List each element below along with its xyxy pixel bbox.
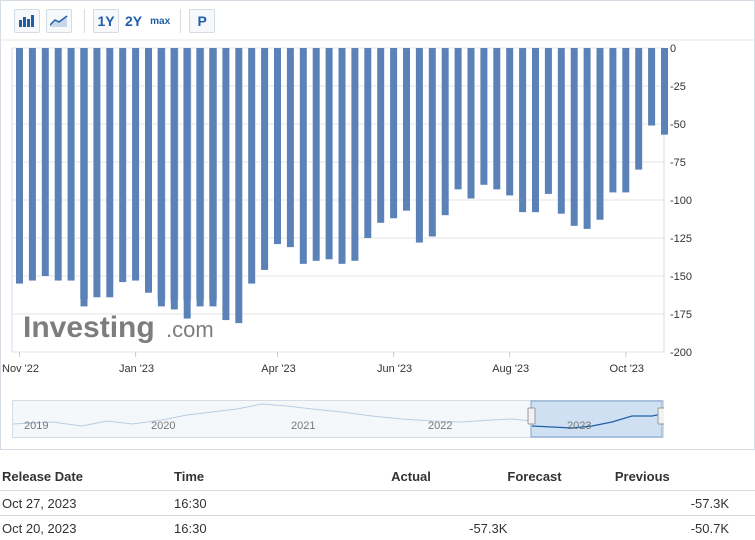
bar[interactable] — [132, 48, 139, 281]
bar[interactable] — [519, 48, 526, 212]
bar[interactable] — [81, 48, 88, 306]
bar[interactable] — [93, 48, 100, 297]
header-actual[interactable]: Actual — [391, 462, 507, 491]
row-date: Oct 20, 2023 — [0, 516, 174, 540]
table-row: Oct 20, 2023 16:30 -57.3K -50.7K — [0, 516, 755, 540]
y-tick-label: -25 — [670, 81, 686, 93]
bar[interactable] — [480, 48, 487, 185]
header-forecast[interactable]: Forecast — [507, 462, 614, 491]
bar[interactable] — [622, 48, 629, 192]
row-previous: -50.7K — [615, 516, 755, 540]
bar[interactable] — [287, 48, 294, 247]
row-time: 16:30 — [174, 516, 391, 540]
y-tick-label: -75 — [670, 157, 686, 169]
y-tick-label: -175 — [670, 309, 692, 321]
bar[interactable] — [403, 48, 410, 211]
navigator-year-label: 2022 — [428, 420, 452, 432]
table-row: Oct 27, 2023 16:30 -57.3K — [0, 491, 755, 516]
bar[interactable] — [558, 48, 565, 214]
bar[interactable] — [119, 48, 126, 282]
x-tick-label: Nov '22 — [2, 363, 39, 375]
x-tick-label: Jun '23 — [377, 363, 412, 375]
x-tick-label: Oct '23 — [610, 363, 645, 375]
bar-chart: 0 -25 -50 -75 -100 -125 -150 -175 -200 Nov '22 Ja… — [0, 0, 755, 450]
bar[interactable] — [468, 48, 475, 198]
navigator-year-label: 2019 — [24, 420, 48, 432]
bar[interactable] — [68, 48, 75, 281]
bar[interactable] — [416, 48, 423, 243]
bar[interactable] — [339, 48, 346, 264]
row-time: 16:30 — [174, 491, 391, 516]
bar[interactable] — [377, 48, 384, 223]
row-actual — [391, 491, 507, 516]
bar[interactable] — [16, 48, 23, 284]
header-time[interactable]: Time — [174, 462, 391, 491]
navigator-selected-range[interactable] — [531, 401, 662, 437]
y-tick-label: -150 — [670, 271, 692, 283]
bar[interactable] — [571, 48, 578, 226]
navigator-year-label: 2020 — [151, 420, 175, 432]
bar[interactable] — [29, 48, 36, 281]
header-previous[interactable]: Previous — [615, 462, 755, 491]
y-tick-label: -125 — [670, 233, 692, 245]
row-date: Oct 27, 2023 — [0, 491, 174, 516]
bar[interactable] — [493, 48, 500, 189]
row-forecast — [507, 516, 614, 540]
bar[interactable] — [210, 48, 217, 306]
y-tick-label: -200 — [670, 347, 692, 359]
bar[interactable] — [300, 48, 307, 264]
watermark-brand: Investing — [23, 311, 155, 344]
x-tick-label: Aug '23 — [492, 363, 529, 375]
chart-panel: 1Y 2Y max P 0-25-50-75-100-125-150-175-2… — [0, 0, 755, 450]
bar[interactable] — [55, 48, 62, 281]
y-tick-label: -50 — [670, 119, 686, 131]
bar[interactable] — [442, 48, 449, 215]
bar[interactable] — [532, 48, 539, 212]
bar[interactable] — [506, 48, 513, 195]
bar[interactable] — [235, 48, 242, 323]
bar[interactable] — [545, 48, 552, 194]
bar[interactable] — [222, 48, 229, 320]
x-tick-label: Jan '23 — [119, 363, 154, 375]
bar[interactable] — [364, 48, 371, 238]
bar[interactable] — [648, 48, 655, 126]
row-previous: -57.3K — [615, 491, 755, 516]
bar[interactable] — [106, 48, 113, 297]
navigator-year-label: 2021 — [291, 420, 315, 432]
release-table-header: Release Date Time Actual Forecast Previo… — [0, 462, 755, 491]
row-forecast — [507, 491, 614, 516]
watermark-suffix: .com — [166, 317, 214, 342]
bar[interactable] — [584, 48, 591, 229]
bar[interactable] — [197, 48, 204, 306]
bar[interactable] — [597, 48, 604, 220]
bar[interactable] — [171, 48, 178, 309]
bar[interactable] — [248, 48, 255, 284]
bar[interactable] — [429, 48, 436, 236]
bar[interactable] — [326, 48, 333, 259]
bar[interactable] — [635, 48, 642, 170]
navigator-left-handle[interactable] — [528, 408, 535, 424]
y-tick-label: -100 — [670, 195, 692, 207]
bar[interactable] — [184, 48, 191, 319]
release-table: Release Date Time Actual Forecast Previo… — [0, 462, 755, 540]
bar[interactable] — [145, 48, 152, 293]
bar[interactable] — [609, 48, 616, 192]
bar[interactable] — [455, 48, 462, 189]
bar[interactable] — [661, 48, 668, 135]
navigator-right-handle[interactable] — [658, 408, 664, 424]
bar[interactable] — [351, 48, 358, 261]
navigator-year-label: 2023 — [567, 420, 591, 432]
bar[interactable] — [42, 48, 49, 276]
bar[interactable] — [313, 48, 320, 261]
y-tick-label: 0 — [670, 43, 676, 55]
bar[interactable] — [390, 48, 397, 218]
bar[interactable] — [158, 48, 165, 306]
x-tick-label: Apr '23 — [261, 363, 296, 375]
range-navigator[interactable]: 2019 2020 2021 2022 2023 — [12, 400, 664, 438]
header-release-date[interactable]: Release Date — [0, 462, 174, 491]
bar[interactable] — [261, 48, 268, 270]
row-actual: -57.3K — [391, 516, 507, 540]
bar[interactable] — [274, 48, 281, 244]
